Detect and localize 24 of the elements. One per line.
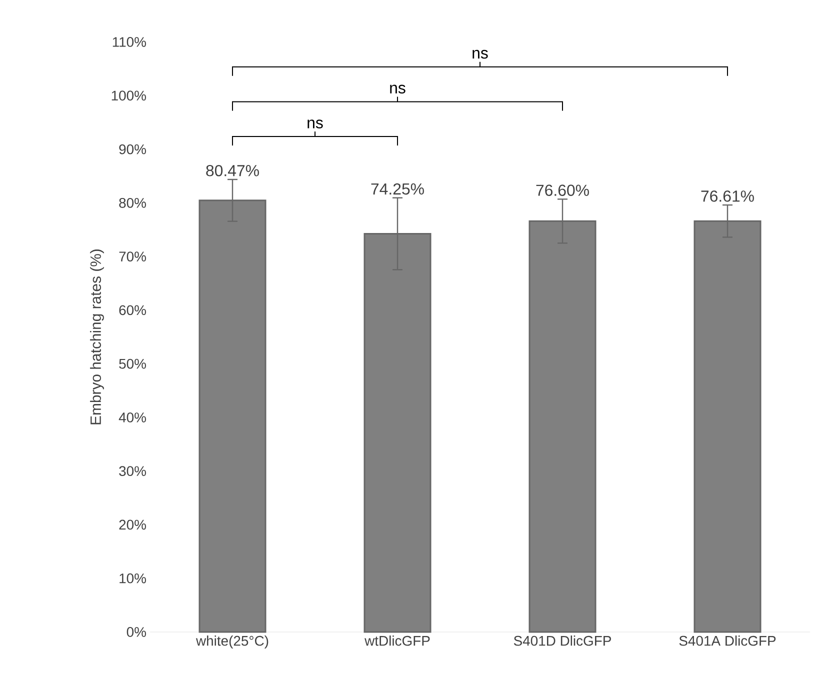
y-tick-label: 50% [119, 358, 146, 369]
data-label: 76.60% [536, 184, 589, 196]
annotation: ns [390, 84, 406, 94]
y-tick-label: 100% [112, 90, 146, 101]
y-tick-label: 60% [119, 305, 146, 316]
y-tick-label: 40% [118, 412, 146, 422]
x-tick-label: S401A DlicGFP [679, 636, 776, 646]
x-tick-label: S401D DlicGFP [514, 636, 611, 646]
x-tick-label: wtDlicGFP [364, 636, 430, 646]
y-axis-title: Embryo hatching rates (%) [90, 250, 104, 424]
y-tick-label: 30% [119, 466, 146, 476]
data-label: 76.61% [701, 190, 754, 202]
data-label: 74.25% [371, 183, 424, 195]
annotation: ns [472, 50, 488, 59]
y-tick-label: 70% [119, 252, 146, 262]
y-tick-label: 10% [120, 573, 146, 584]
x-tick-label: white(25°C) [196, 636, 268, 649]
y-tick-label: 90% [119, 144, 146, 154]
annotation: ns [308, 120, 323, 128]
y-tick-label: 110% [112, 37, 146, 47]
data-label: 80.47% [206, 164, 259, 176]
y-tick-label: 0% [126, 627, 146, 637]
y-tick-label: 20% [119, 520, 146, 530]
y-tick-label: 80% [119, 198, 146, 208]
